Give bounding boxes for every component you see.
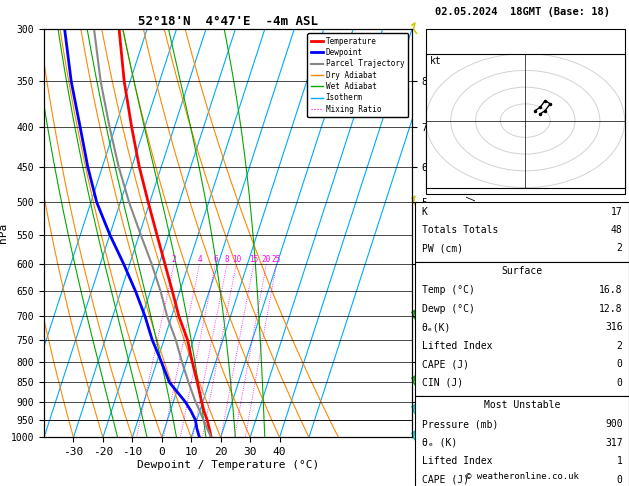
Text: 2: 2: [616, 341, 623, 351]
Text: K: K: [421, 207, 428, 217]
Text: Totals Totals: Totals Totals: [421, 225, 498, 235]
Text: Dewp (°C): Dewp (°C): [421, 304, 474, 314]
Text: 2: 2: [616, 243, 623, 254]
Text: 0: 0: [616, 359, 623, 369]
Text: 20: 20: [262, 255, 271, 264]
Text: LCL: LCL: [420, 415, 437, 425]
Text: 2: 2: [172, 255, 176, 264]
Text: 48: 48: [611, 225, 623, 235]
Text: 16.8: 16.8: [599, 285, 623, 295]
Text: 0: 0: [616, 475, 623, 485]
Text: 02.05.2024  18GMT (Base: 18): 02.05.2024 18GMT (Base: 18): [435, 7, 610, 17]
Bar: [415, 262, 629, 396]
Text: Surface: Surface: [501, 266, 543, 276]
Text: Pressure (mb): Pressure (mb): [421, 419, 498, 430]
Y-axis label: km
ASL: km ASL: [430, 225, 452, 242]
Text: kt: kt: [430, 56, 442, 66]
Text: 12.8: 12.8: [599, 304, 623, 314]
Text: 17: 17: [611, 207, 623, 217]
Text: θₑ (K): θₑ (K): [421, 438, 457, 448]
Text: 317: 317: [605, 438, 623, 448]
Text: 4: 4: [198, 255, 202, 264]
Text: 6: 6: [213, 255, 218, 264]
Text: CIN (J): CIN (J): [421, 378, 463, 388]
Y-axis label: hPa: hPa: [0, 223, 8, 243]
Text: θₑ(K): θₑ(K): [421, 322, 451, 332]
Text: PW (cm): PW (cm): [421, 243, 463, 254]
Text: Temp (°C): Temp (°C): [421, 285, 474, 295]
Text: 1: 1: [616, 456, 623, 467]
FancyBboxPatch shape: [426, 29, 625, 194]
Text: 316: 316: [605, 322, 623, 332]
Bar: [415, 202, 629, 262]
Text: 15: 15: [249, 255, 259, 264]
Text: 10: 10: [231, 255, 241, 264]
Text: Lifted Index: Lifted Index: [421, 341, 492, 351]
Text: 0: 0: [616, 378, 623, 388]
Text: © weatheronline.co.uk: © weatheronline.co.uk: [465, 472, 579, 481]
Text: Lifted Index: Lifted Index: [421, 456, 492, 467]
X-axis label: Dewpoint / Temperature (°C): Dewpoint / Temperature (°C): [137, 460, 319, 470]
Text: 8: 8: [225, 255, 230, 264]
Text: CAPE (J): CAPE (J): [421, 359, 469, 369]
Text: Most Unstable: Most Unstable: [484, 400, 560, 410]
Legend: Temperature, Dewpoint, Parcel Trajectory, Dry Adiabat, Wet Adiabat, Isotherm, Mi: Temperature, Dewpoint, Parcel Trajectory…: [308, 33, 408, 117]
Text: Mixing Ratio (g/kg): Mixing Ratio (g/kg): [467, 177, 477, 289]
Bar: [415, 396, 629, 486]
Text: 900: 900: [605, 419, 623, 430]
Text: 25: 25: [272, 255, 281, 264]
Text: CAPE (J): CAPE (J): [421, 475, 469, 485]
Title: 52°18'N  4°47'E  -4m ASL: 52°18'N 4°47'E -4m ASL: [138, 15, 318, 28]
